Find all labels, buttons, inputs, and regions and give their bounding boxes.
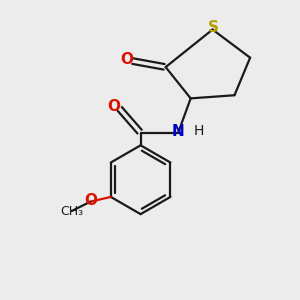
- Text: S: S: [208, 20, 219, 35]
- Text: O: O: [107, 99, 121, 114]
- Text: H: H: [193, 124, 204, 138]
- Text: O: O: [120, 52, 133, 67]
- Text: CH₃: CH₃: [60, 205, 83, 218]
- Text: N: N: [172, 124, 184, 139]
- Text: O: O: [84, 194, 97, 208]
